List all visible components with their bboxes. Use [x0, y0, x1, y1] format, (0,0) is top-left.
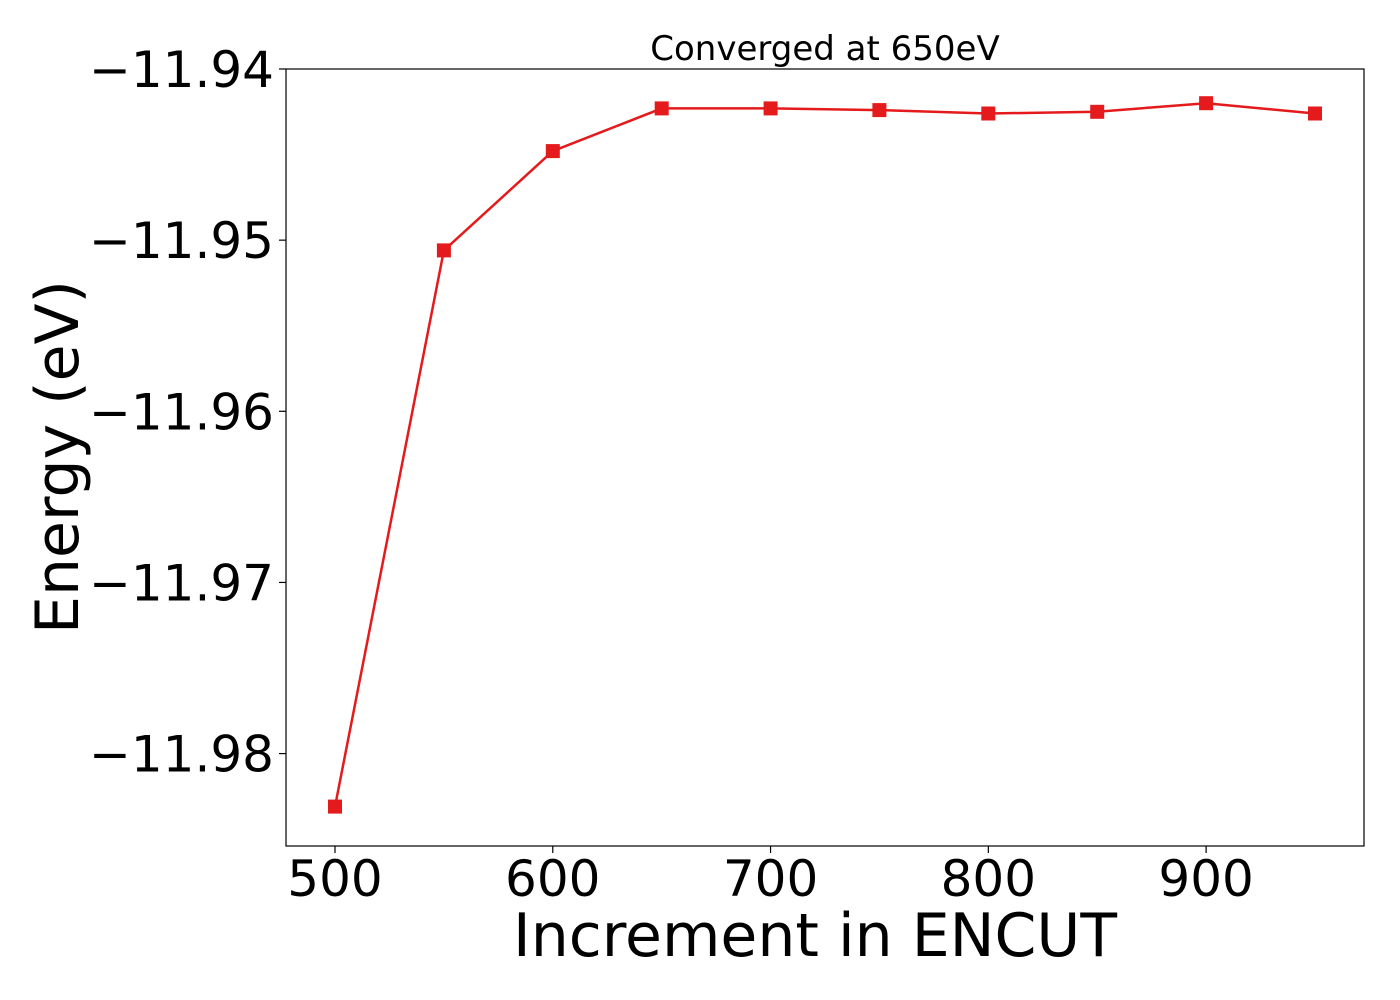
plot-frame	[285, 68, 1365, 847]
y-axis-ticks: −11.94 −11.95 −11.96 −11.97 −11.98	[89, 41, 286, 784]
x-tick-label: 500	[287, 850, 382, 908]
data-point-marker	[1308, 106, 1322, 121]
data-point-marker	[1090, 104, 1105, 119]
data-point-marker	[1199, 96, 1214, 111]
data-point-marker	[763, 101, 778, 116]
data-point-marker	[545, 144, 560, 159]
series-line	[333, 101, 1316, 807]
y-tick-label: −11.97	[89, 554, 274, 612]
data-point-marker	[328, 799, 342, 814]
data-point-marker	[654, 101, 669, 116]
x-tick-label: 900	[1158, 850, 1253, 908]
chart-title: Converged at 650eV	[650, 29, 999, 69]
y-axis-label: Energy (eV)	[23, 280, 93, 634]
x-tick-label: 600	[505, 850, 600, 908]
data-point-marker	[872, 103, 887, 118]
x-tick-label: 700	[723, 850, 818, 908]
series-layer	[328, 96, 1322, 814]
y-tick-label: −11.98	[89, 726, 274, 784]
y-tick-label: −11.94	[89, 41, 274, 99]
y-tick-label: −11.96	[89, 383, 274, 441]
x-tick-label: 800	[941, 850, 1036, 908]
data-point-marker	[981, 106, 996, 121]
y-tick-label: −11.95	[89, 212, 274, 270]
x-axis-label: Increment in ENCUT	[513, 901, 1117, 971]
x-axis-ticks: 500 600 700 800 900	[287, 846, 1254, 908]
data-point-marker	[436, 243, 451, 258]
